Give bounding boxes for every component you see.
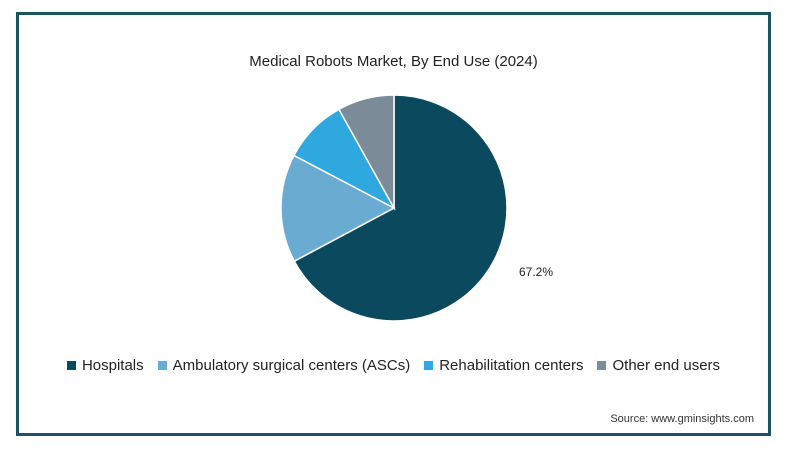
legend-item: Ambulatory surgical centers (ASCs) — [157, 357, 411, 374]
legend-item: Hospitals — [66, 357, 144, 374]
chart-title: Medical Robots Market, By End Use (2024) — [249, 53, 538, 70]
chart-frame: Medical Robots Market, By End Use (2024)… — [16, 12, 771, 436]
legend-swatch — [157, 361, 167, 370]
legend-label: Ambulatory surgical centers (ASCs) — [172, 357, 411, 374]
chart-legend: Hospitals Ambulatory surgical centers (AS… — [19, 357, 768, 374]
data-label-hospitals: 67.2% — [519, 265, 553, 279]
legend-label: Rehabilitation centers — [439, 357, 584, 374]
legend-swatch — [66, 361, 76, 370]
legend-item: Rehabilitation centers — [424, 357, 583, 374]
legend-label: Other end users — [612, 357, 721, 374]
legend-swatch — [424, 361, 434, 370]
source-note: Source: www.gminsights.com — [610, 413, 754, 425]
pie-slice-other-end-users — [337, 94, 395, 211]
pie-slice-ambulatory-surgical-centers-ascs — [280, 154, 396, 263]
legend-swatch — [597, 361, 607, 370]
legend-item: Other end users — [597, 357, 720, 374]
legend-label: Hospitals — [81, 357, 144, 374]
pie-slice-hospitals — [293, 94, 508, 322]
pie-chart: 67.2% — [280, 94, 553, 322]
